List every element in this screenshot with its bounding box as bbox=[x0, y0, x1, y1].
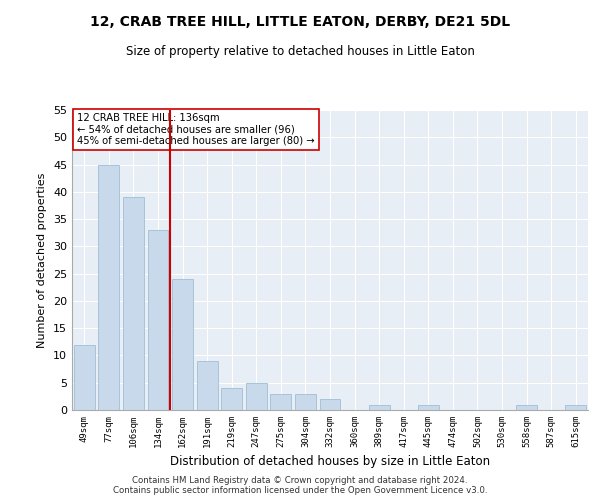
Bar bbox=[516, 404, 537, 410]
Bar bbox=[197, 361, 218, 410]
Bar bbox=[418, 404, 439, 410]
Bar bbox=[123, 198, 144, 410]
Text: Contains HM Land Registry data © Crown copyright and database right 2024.
Contai: Contains HM Land Registry data © Crown c… bbox=[113, 476, 487, 495]
Bar bbox=[74, 344, 95, 410]
Bar bbox=[320, 399, 340, 410]
Y-axis label: Number of detached properties: Number of detached properties bbox=[37, 172, 47, 348]
Bar bbox=[271, 394, 292, 410]
Bar bbox=[368, 404, 389, 410]
Text: Size of property relative to detached houses in Little Eaton: Size of property relative to detached ho… bbox=[125, 45, 475, 58]
Bar bbox=[295, 394, 316, 410]
Bar bbox=[98, 164, 119, 410]
Bar bbox=[148, 230, 169, 410]
Bar bbox=[246, 382, 267, 410]
Text: Distribution of detached houses by size in Little Eaton: Distribution of detached houses by size … bbox=[170, 455, 490, 468]
Bar bbox=[172, 279, 193, 410]
Bar bbox=[221, 388, 242, 410]
Bar bbox=[565, 404, 586, 410]
Text: 12, CRAB TREE HILL, LITTLE EATON, DERBY, DE21 5DL: 12, CRAB TREE HILL, LITTLE EATON, DERBY,… bbox=[90, 15, 510, 29]
Text: 12 CRAB TREE HILL: 136sqm
← 54% of detached houses are smaller (96)
45% of semi-: 12 CRAB TREE HILL: 136sqm ← 54% of detac… bbox=[77, 113, 315, 146]
